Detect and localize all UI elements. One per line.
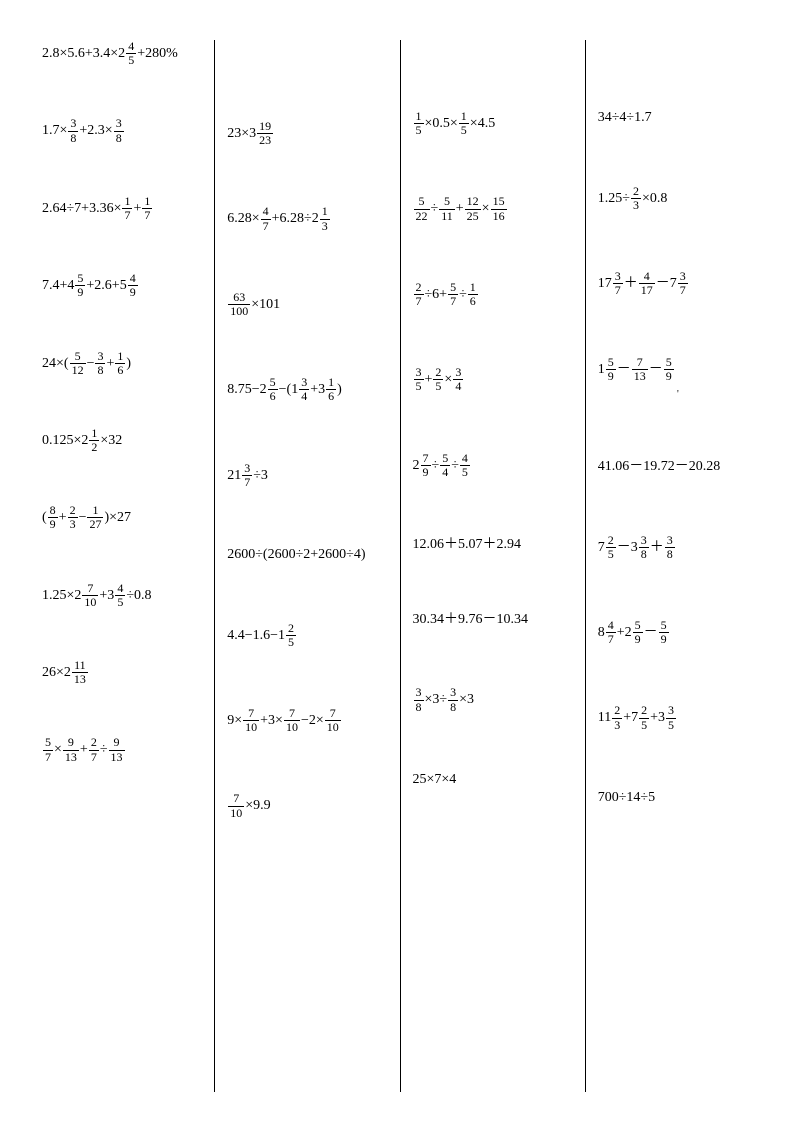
math-expression: 1737＋417－737	[598, 270, 758, 297]
math-expression: 12.06＋5.07＋2.94	[413, 537, 573, 554]
math-expression: 1.7×38+2.3×38	[42, 117, 202, 144]
math-expression: 25×7×4	[413, 772, 573, 789]
math-expression: 34÷4÷1.7	[598, 110, 758, 127]
math-expression: 26×21113	[42, 659, 202, 686]
math-expression: 6.28×47+6.28÷213	[227, 205, 387, 232]
math-expression: 847+259－59	[598, 619, 758, 646]
math-expression: 522÷511+1225×1516	[413, 195, 573, 222]
math-expression: 725－338＋38	[598, 534, 758, 561]
math-expression: 1123+725+335	[598, 704, 758, 731]
column-1: 2.8×5.6+3.4×245+280% 1.7×38+2.3×38 2.64÷7+…	[30, 40, 215, 1092]
math-expression: 0.125×212×32	[42, 427, 202, 454]
math-expression: 159－713－59'	[598, 356, 758, 401]
column-3: 15×0.5×15×4.5 522÷511+1225×1516 27÷6+57÷16…	[401, 40, 586, 1092]
math-expression: 15×0.5×15×4.5	[413, 110, 573, 137]
math-expression: 700÷14÷5	[598, 790, 758, 807]
math-worksheet: 2.8×5.6+3.4×245+280% 1.7×38+2.3×38 2.64÷7+…	[30, 40, 770, 1092]
math-expression: 8.75−256−(134+316)	[227, 376, 387, 403]
math-expression: 279÷54÷45	[413, 452, 573, 479]
math-expression: 30.34＋9.76－10.34	[413, 612, 573, 629]
math-expression: 63100×101	[227, 291, 387, 318]
math-expression: 27÷6+57÷16	[413, 281, 573, 308]
math-expression: 7.4+459+2.6+549	[42, 272, 202, 299]
math-expression: 710×9.9	[227, 792, 387, 819]
math-expression: 23×31923	[227, 120, 387, 147]
column-2: 23×31923 6.28×47+6.28÷213 63100×101 8.75−25…	[215, 40, 400, 1092]
math-expression: 24×(512−38+16)	[42, 350, 202, 377]
math-expression: 57×913+27÷913	[42, 736, 202, 763]
math-expression: 2.64÷7+3.36×17+17	[42, 195, 202, 222]
math-expression: 35+25×34	[413, 366, 573, 393]
math-expression: 38×3÷38×3	[413, 686, 573, 713]
column-4: 34÷4÷1.7 1.25÷23×0.8 1737＋417－737 159－713－5…	[586, 40, 770, 1092]
math-expression: 41.06－19.72－20.28	[598, 459, 758, 476]
math-expression: 4.4−1.6−125	[227, 622, 387, 649]
math-expression: (89+23−127)×27	[42, 504, 202, 531]
math-expression: 2137÷3	[227, 462, 387, 489]
math-expression: 1.25×2710+345÷0.8	[42, 582, 202, 609]
math-expression: 9×710+3×710−2×710	[227, 707, 387, 734]
math-expression: 1.25÷23×0.8	[598, 185, 758, 212]
math-expression: 2.8×5.6+3.4×245+280%	[42, 40, 202, 67]
math-expression: 2600÷(2600÷2+2600÷4)	[227, 547, 387, 564]
